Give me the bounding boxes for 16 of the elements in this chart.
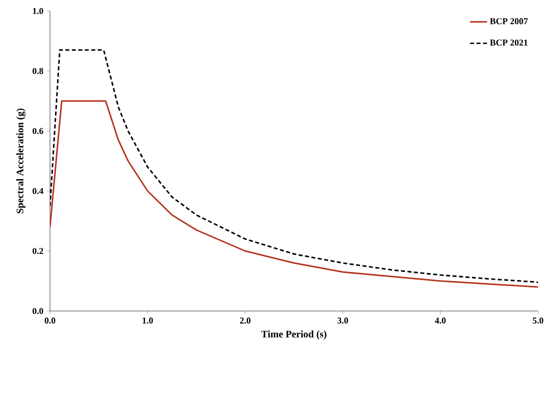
legend-label: BCP 2021	[490, 40, 528, 46]
y-tick-label: 0.2	[32, 248, 44, 254]
y-tick-label: 0.8	[32, 68, 44, 74]
x-tick-label: 2.0	[240, 318, 250, 324]
y-tick-label: 1.0	[33, 8, 44, 14]
x-tick-label: 1.0	[142, 318, 153, 324]
x-axis-title: Time Period (s)	[261, 330, 326, 340]
legend-label: BCP 2007	[490, 18, 528, 24]
x-tick-label: 5.0	[532, 318, 544, 324]
x-tick-label: 4.0	[434, 318, 446, 324]
x-tick-label: 3.0	[338, 318, 348, 324]
x-tick-label: 0.0	[44, 318, 56, 324]
y-tick-label: 0.0	[32, 308, 44, 314]
y-tick-label: 0.4	[32, 188, 44, 194]
y-tick-label: 0.6	[32, 128, 44, 134]
y-axis-title: Spectral Acceleration (g)	[16, 108, 26, 214]
